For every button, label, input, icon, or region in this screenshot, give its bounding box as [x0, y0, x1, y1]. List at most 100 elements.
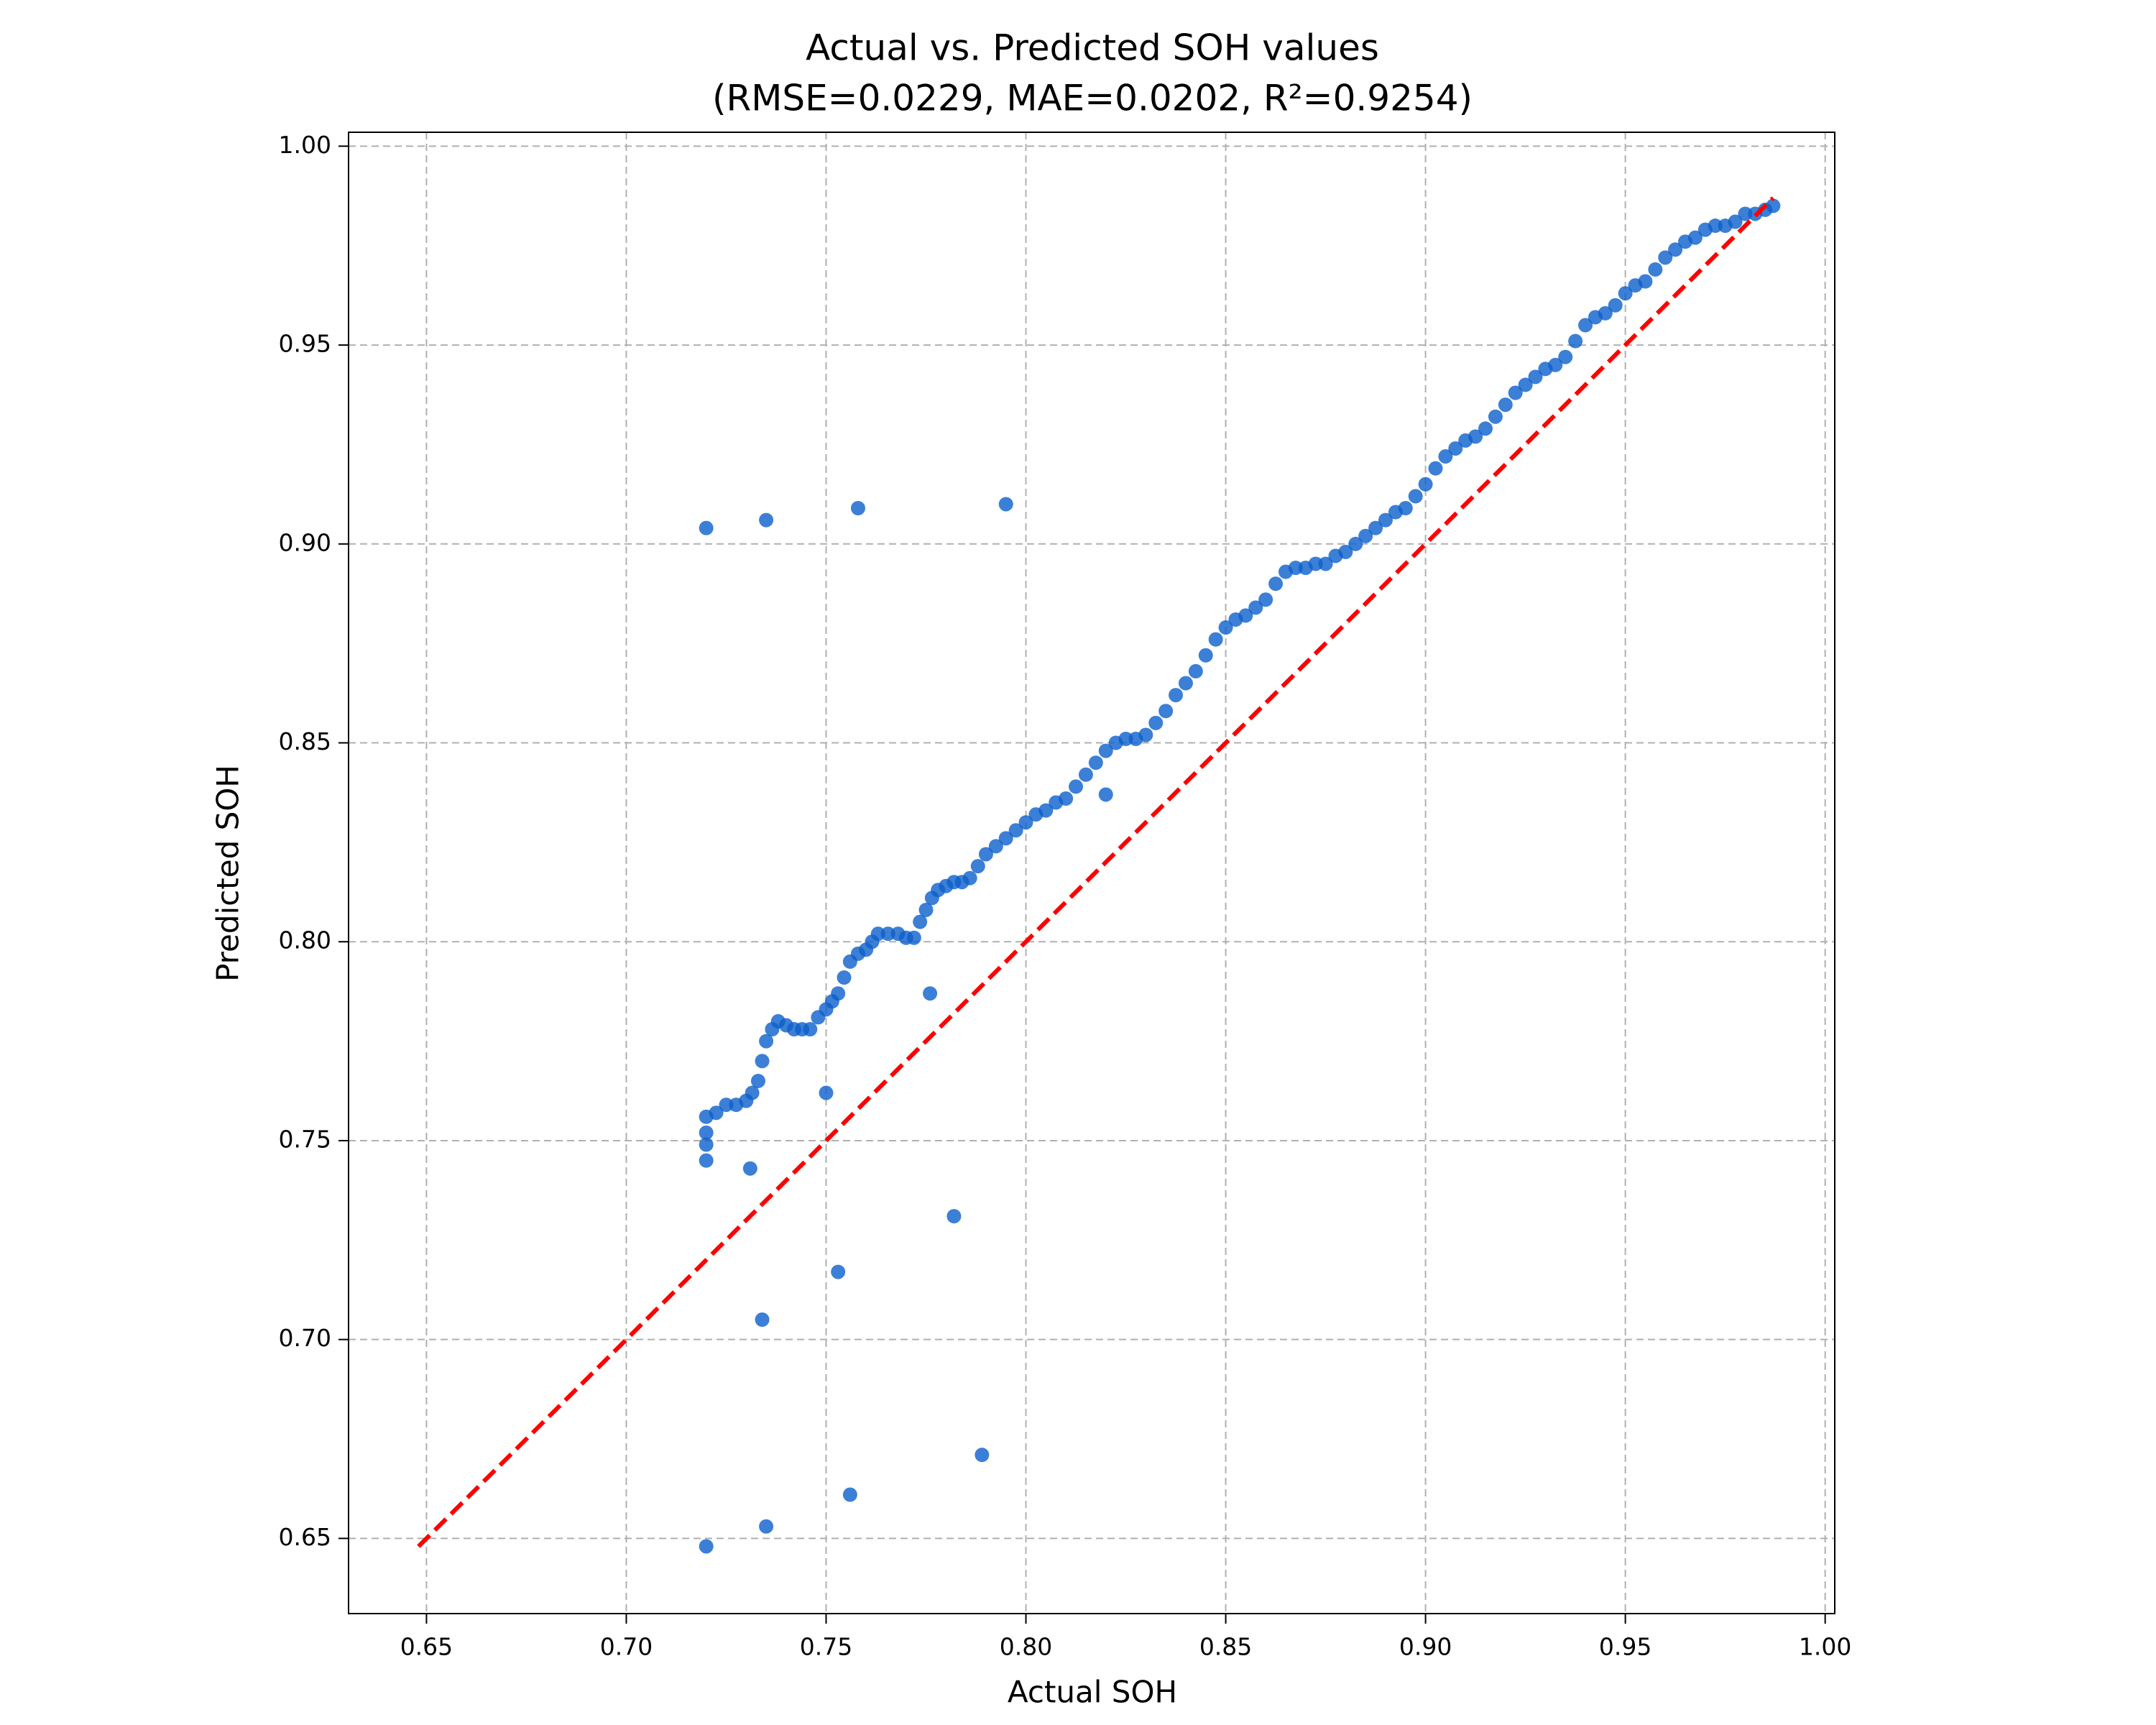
scatter-point [1069, 779, 1084, 794]
scatter-point [1418, 477, 1433, 492]
scatter-point [1098, 787, 1113, 802]
scatter-point [742, 1161, 757, 1176]
scatter-point [1288, 561, 1303, 576]
scatter-point [998, 497, 1013, 512]
scatter-point [1338, 544, 1353, 559]
scatter-point [1638, 274, 1653, 289]
scatter-point [1568, 334, 1583, 349]
scatter-point [1238, 608, 1253, 623]
scatter-point [1558, 349, 1573, 364]
scatter-point [1548, 357, 1563, 372]
scatter-point [978, 847, 993, 862]
scatter-point [970, 859, 985, 874]
x-tick-label: 0.75 [800, 1633, 852, 1661]
scatter-point [1398, 500, 1413, 515]
scatter-point [1268, 576, 1284, 592]
scatter-point [906, 930, 921, 945]
scatter-point [1059, 791, 1074, 806]
scatter-point [1169, 688, 1184, 703]
scatter-point [755, 1054, 770, 1069]
scatter-point [745, 1085, 760, 1100]
scatter-point [1598, 305, 1613, 321]
y-tick-label: 1.00 [279, 131, 331, 159]
scatter-point [880, 926, 895, 942]
scatter-point [1528, 369, 1543, 385]
scatter-point [831, 986, 846, 1001]
scatter-point [1438, 449, 1453, 464]
scatter-point [1488, 409, 1503, 424]
scatter-point [1148, 715, 1164, 730]
scatter-point [1158, 704, 1174, 719]
scatter-point [1738, 206, 1753, 221]
scatter-point [1098, 743, 1113, 758]
x-tick-label: 0.95 [1599, 1633, 1651, 1661]
scatter-point [1668, 242, 1683, 257]
x-tick-label: 0.85 [1199, 1633, 1252, 1661]
x-tick-label: 0.80 [1000, 1633, 1052, 1661]
y-tick-label: 0.70 [279, 1324, 331, 1352]
scatter-point [923, 986, 938, 1001]
scatter-point [1308, 556, 1323, 571]
scatter-point [803, 1022, 818, 1037]
scatter-point [1518, 377, 1533, 392]
scatter-point [1138, 727, 1153, 742]
scatter-point [988, 839, 1003, 854]
scatter-point [1428, 461, 1443, 476]
scatter-point [1498, 397, 1513, 413]
scatter-point [1358, 528, 1373, 543]
scatter-point [1088, 755, 1103, 770]
scatter-point [1078, 767, 1093, 782]
scatter-point [1468, 429, 1483, 444]
scatter-point [837, 970, 852, 985]
scatter-point [1018, 815, 1033, 830]
scatter-point [1218, 620, 1233, 635]
scatter-point [699, 1137, 714, 1152]
x-tick-label: 0.90 [1399, 1633, 1452, 1661]
reference-line [417, 196, 1775, 1548]
y-tick-label: 0.75 [279, 1125, 331, 1153]
scatter-point [699, 1125, 714, 1140]
scatter-point [1448, 441, 1463, 456]
scatter-point [759, 1034, 774, 1049]
scatter-point [1178, 676, 1193, 691]
scatter-point [1248, 600, 1263, 615]
scatter-point [998, 831, 1013, 846]
scatter-point [755, 1312, 770, 1328]
scatter-point [962, 870, 977, 886]
scatter-point [918, 902, 934, 917]
scatter-point [1348, 536, 1363, 551]
x-tick-label: 1.00 [1799, 1633, 1851, 1661]
scatter-point [699, 1153, 714, 1168]
y-tick-label: 0.80 [279, 926, 331, 954]
y-tick-label: 0.90 [279, 528, 331, 556]
scatter-point [1188, 663, 1203, 678]
scatter-point [1118, 731, 1133, 746]
scatter-point [1687, 230, 1703, 245]
scatter-point [1578, 318, 1593, 333]
chart-subtitle: (RMSE=0.0229, MAE=0.0202, R²=0.9254) [712, 78, 1473, 119]
y-axis-label: Predicted SOH [211, 765, 246, 982]
scatter-point [819, 1085, 834, 1100]
plot-frame [348, 132, 1835, 1614]
scatter-point [1766, 198, 1781, 213]
scatter-point [1318, 556, 1333, 571]
scatter-point [870, 926, 885, 942]
scatter-point [913, 914, 928, 929]
scatter-point [750, 1073, 765, 1088]
scatter-point [850, 500, 865, 515]
scatter-point [831, 1264, 846, 1279]
scatter-point [975, 1448, 990, 1463]
scatter-point [1508, 385, 1523, 400]
scatter-point [1008, 823, 1023, 838]
scatter-point [1608, 298, 1623, 313]
scatter-point [759, 1519, 774, 1534]
scatter-point [1258, 592, 1273, 607]
scatter-point [1408, 489, 1423, 504]
x-axis-label: Actual SOH [1008, 1675, 1177, 1710]
scatter-point [1648, 262, 1663, 277]
scatter-point [1198, 648, 1213, 663]
x-tick-label: 0.70 [600, 1633, 653, 1661]
x-tick-label: 0.65 [400, 1633, 453, 1661]
